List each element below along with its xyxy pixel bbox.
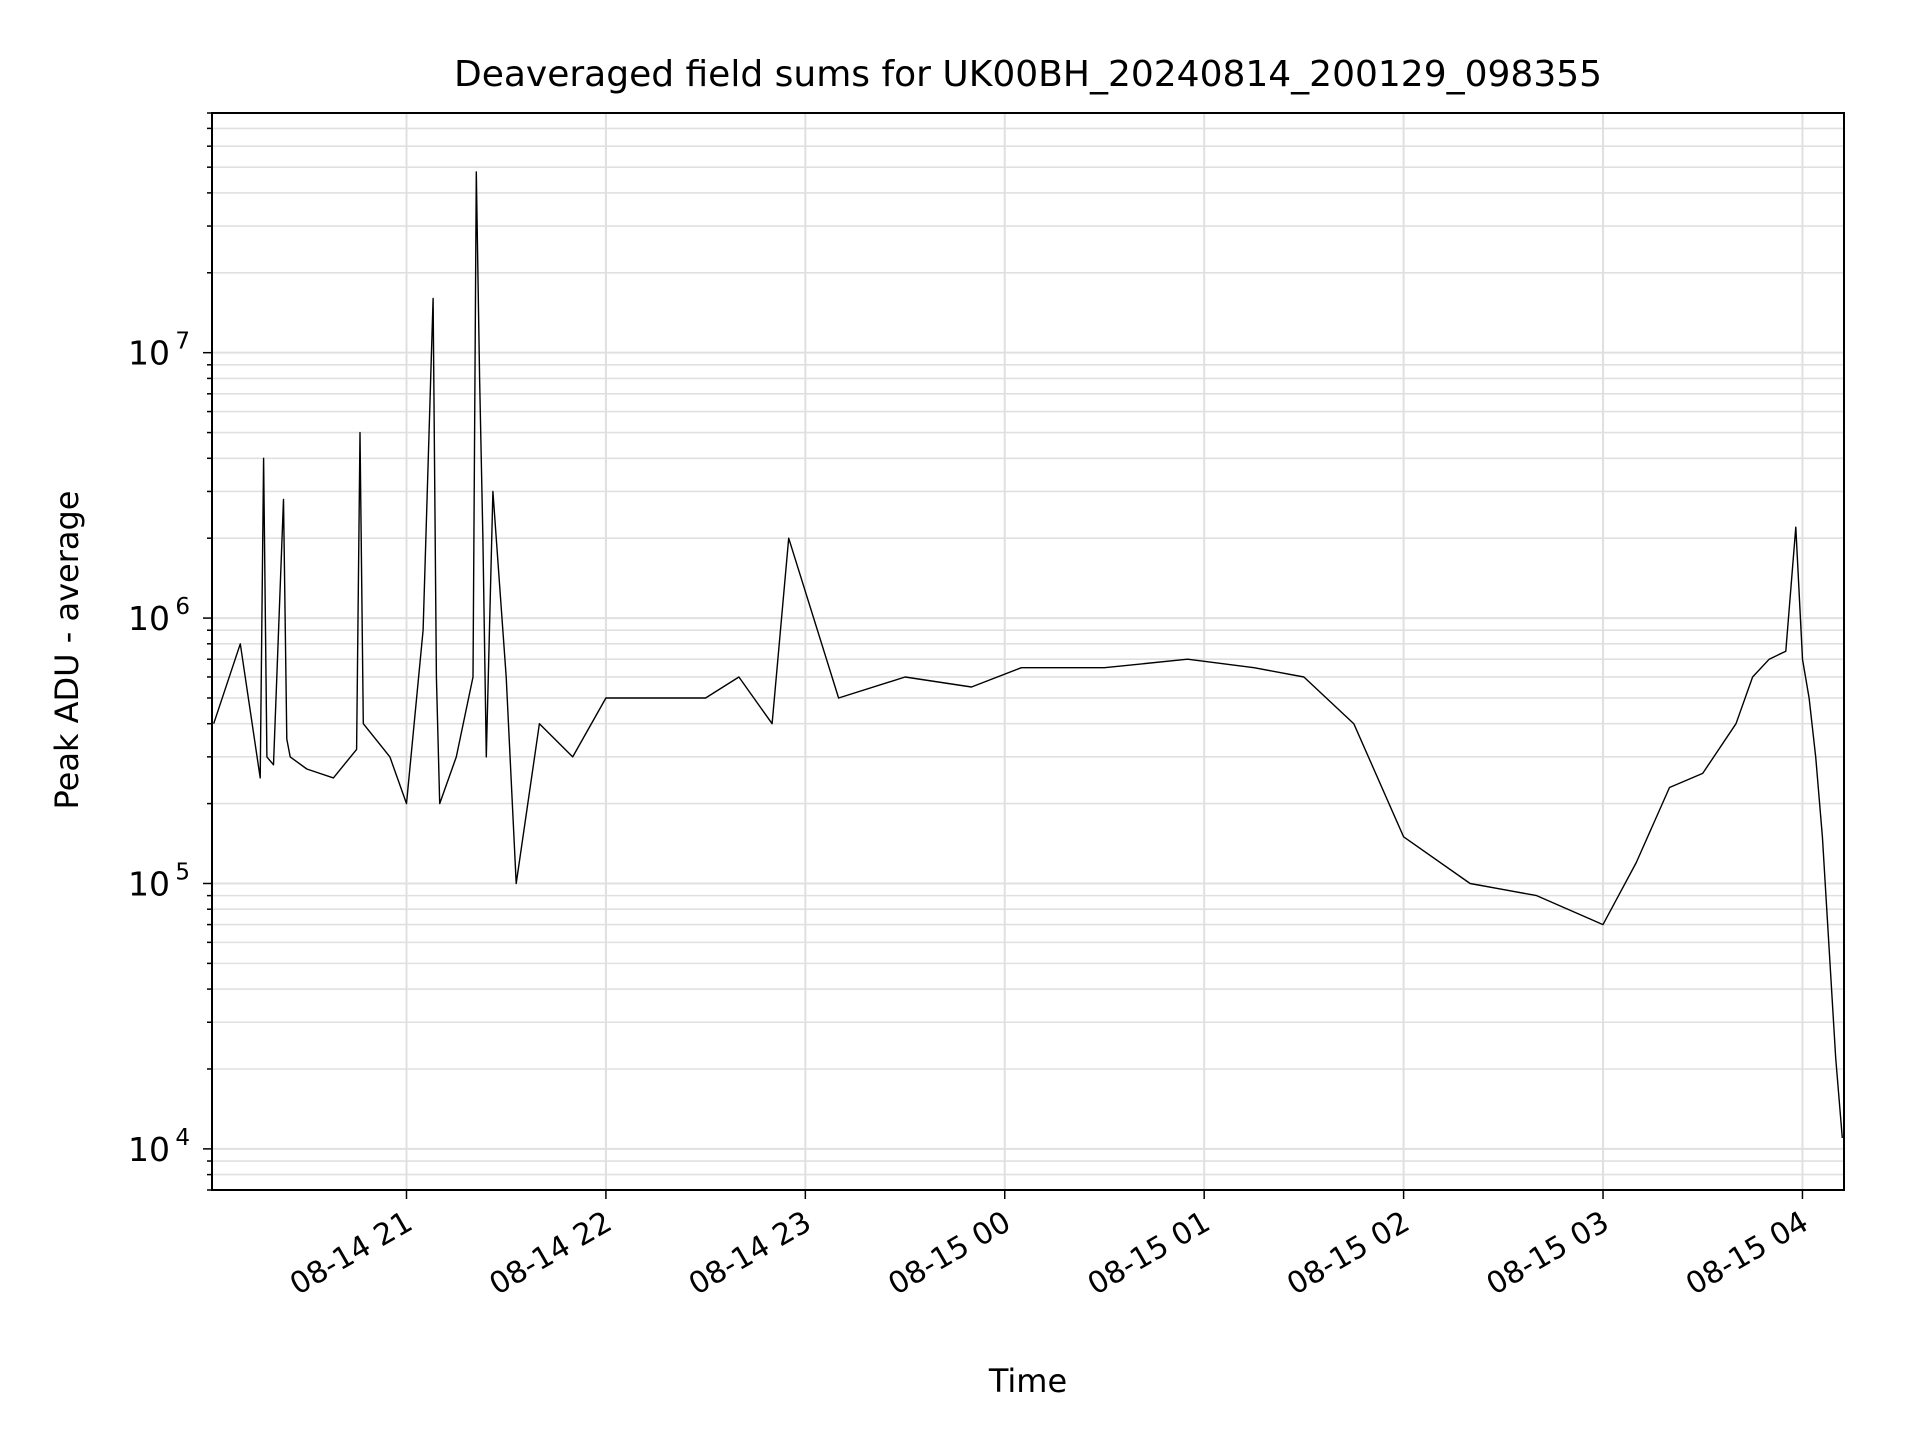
y-tick-label: 10	[128, 599, 170, 638]
x-axis-label: Time	[988, 1362, 1067, 1400]
chart-title: Deaveraged field sums for UK00BH_2024081…	[454, 54, 1602, 95]
y-tick-label: 10	[128, 864, 170, 903]
y-tick-exponent: 6	[175, 594, 190, 620]
y-tick-label: 10	[128, 334, 170, 373]
y-axis-label: Peak ADU - average	[48, 491, 86, 810]
y-tick-label: 10	[128, 1130, 170, 1169]
series-line	[213, 171, 1843, 1138]
y-tick-exponent: 4	[175, 1125, 190, 1151]
y-tick-exponent: 5	[175, 859, 190, 885]
y-tick-exponent: 7	[175, 329, 190, 355]
data-layer	[213, 171, 1843, 1138]
plot-frame	[211, 112, 1845, 1191]
